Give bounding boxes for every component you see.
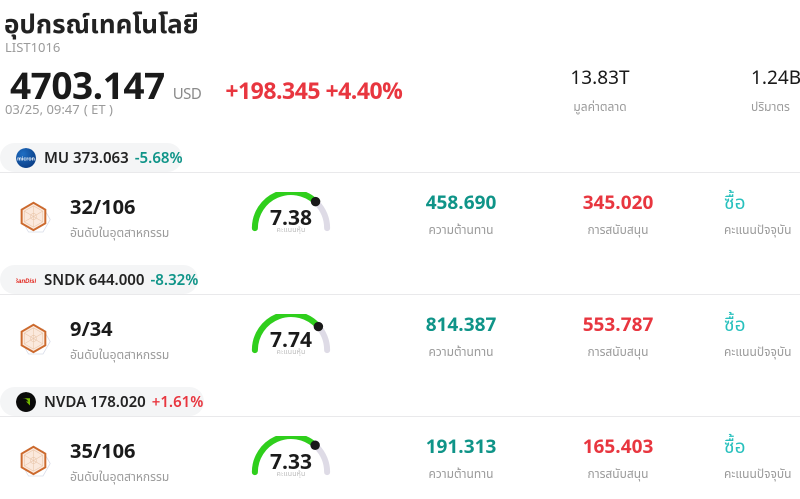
svg-text:micron: micron — [17, 156, 35, 162]
svg-text:SanDisk: SanDisk — [16, 279, 36, 285]
